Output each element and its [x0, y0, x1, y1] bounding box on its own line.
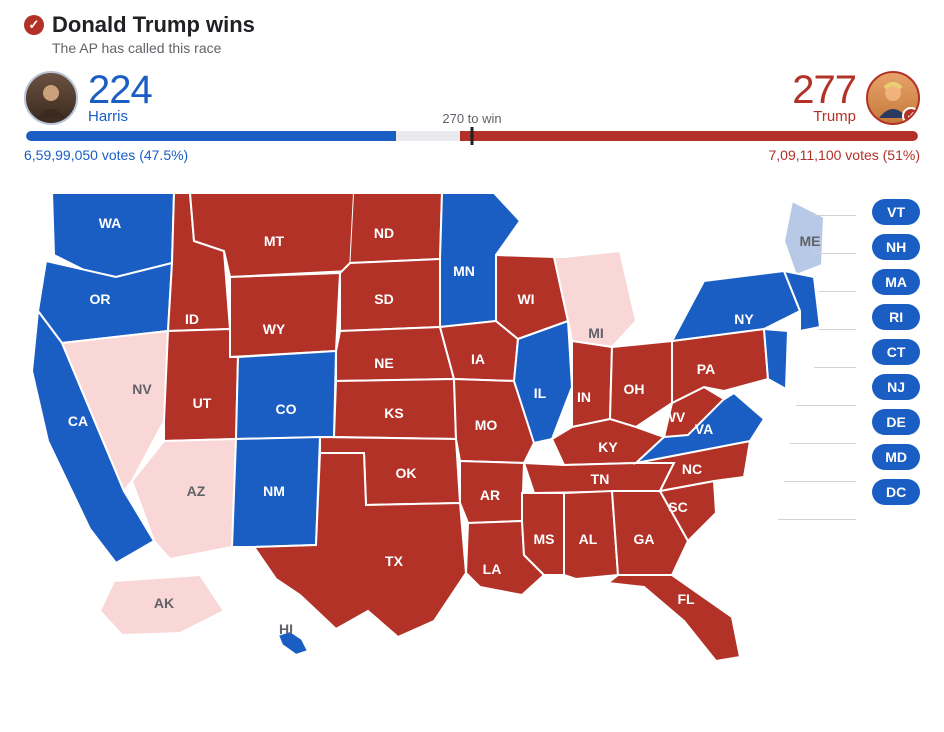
harris-ev-count: 224: [88, 70, 152, 110]
trump-avatar: ✓: [866, 71, 920, 125]
candidate-right[interactable]: ✓ 277 Trump: [792, 70, 920, 125]
state-co[interactable]: [236, 351, 336, 439]
state-ar[interactable]: [460, 461, 524, 523]
state-wa[interactable]: [52, 193, 174, 277]
state-al[interactable]: [564, 491, 618, 579]
winner-badge-icon: ✓: [902, 107, 920, 125]
state-oh[interactable]: [610, 341, 672, 427]
state-pill-nj[interactable]: NJ: [872, 374, 920, 400]
state-tn[interactable]: [524, 463, 674, 493]
harris-avatar: [24, 71, 78, 125]
state-ne[interactable]: [336, 327, 454, 381]
connector-line: [814, 367, 856, 368]
connector-line: [778, 519, 856, 520]
state-pill-ma[interactable]: MA: [872, 269, 920, 295]
state-pill-ri[interactable]: RI: [872, 304, 920, 330]
connector-line: [796, 405, 856, 406]
connector-line: [784, 481, 856, 482]
connector-line: [814, 253, 856, 254]
to-win-tick: [471, 127, 474, 145]
result-header: ✓ Donald Trump wins: [24, 12, 920, 38]
small-state-pill-column: VT NH MA RI CT NJ DE MD DC: [872, 199, 920, 505]
ev-progress-bar: 270 to win: [26, 131, 918, 141]
state-pill-vt[interactable]: VT: [872, 199, 920, 225]
trump-name: Trump: [813, 108, 856, 125]
state-ut[interactable]: [164, 329, 238, 441]
trump-vote-line: 7,09,11,100 votes (51%): [768, 147, 920, 163]
harris-vote-line: 6,59,99,050 votes (47.5%): [24, 147, 188, 163]
state-ak[interactable]: [100, 575, 224, 635]
state-in[interactable]: [572, 341, 612, 427]
state-wy[interactable]: [230, 273, 340, 357]
connector-line: [818, 329, 856, 330]
connector-line: [790, 443, 856, 444]
winner-check-icon: ✓: [24, 15, 44, 35]
headline-text: Donald Trump wins: [52, 12, 255, 38]
state-pill-dc[interactable]: DC: [872, 479, 920, 505]
vote-totals-row: 6,59,99,050 votes (47.5%) 7,09,11,100 vo…: [24, 147, 920, 163]
subhead-text: The AP has called this race: [52, 40, 920, 56]
harris-name: Harris: [88, 108, 152, 125]
us-electoral-map: WAORCANVIDMTWYUTAZCONMNDSDNEKSOKTXMNIAMO…: [24, 181, 920, 681]
connector-line: [818, 291, 856, 292]
connector-line: [814, 215, 856, 216]
state-pill-nh[interactable]: NH: [872, 234, 920, 260]
bar-right-fill: [460, 131, 918, 141]
state-pill-de[interactable]: DE: [872, 409, 920, 435]
candidate-left[interactable]: 224 Harris: [24, 70, 152, 125]
trump-ev-count: 277: [792, 70, 856, 110]
state-sd[interactable]: [340, 259, 440, 331]
to-win-label: 270 to win: [442, 111, 501, 126]
state-pill-md[interactable]: MD: [872, 444, 920, 470]
bar-left-fill: [26, 131, 396, 141]
state-hi[interactable]: [278, 631, 308, 655]
map-svg: [24, 181, 844, 681]
state-fl[interactable]: [608, 575, 740, 661]
state-nm[interactable]: [232, 437, 320, 547]
state-ks[interactable]: [334, 379, 456, 439]
state-me[interactable]: [784, 201, 824, 275]
state-pill-ct[interactable]: CT: [872, 339, 920, 365]
